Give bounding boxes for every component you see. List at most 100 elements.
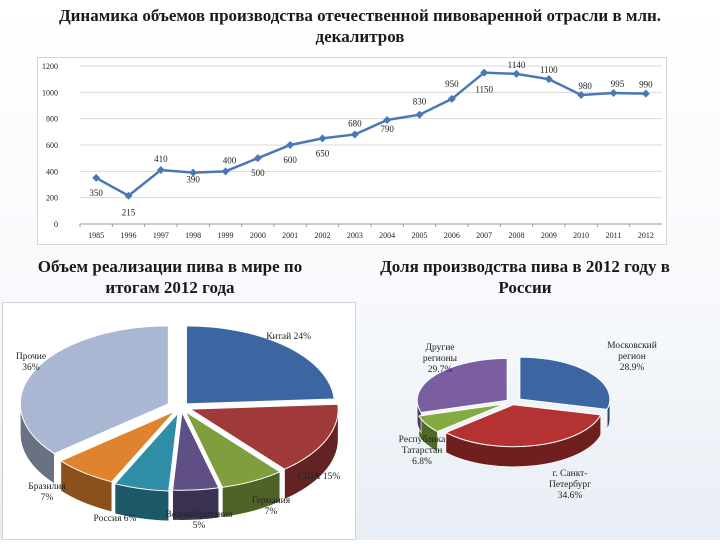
pie-label: Германия 7% [252,496,291,517]
x-tick-label: 1997 [153,231,169,240]
x-tick-label: 2002 [315,231,331,240]
pie-label-text: Россия 6% [94,514,137,524]
pie-label-line: Другие [425,343,454,353]
pie-label-text: Прочие 36% [16,352,46,373]
data-point [318,134,327,143]
line-chart-panel: 0 200 400 600 800 1000 1200 1985 1996 1997 1998 199… [37,57,667,245]
x-tick-label: 2008 [509,231,525,240]
pie-slice [184,410,281,488]
pie-slice [188,403,339,470]
russia-pie-title: Доля производства пива в 2012 году в Рос… [380,257,670,297]
data-label: 410 [154,154,168,164]
x-tick-label: 2012 [638,231,654,240]
data-point [577,90,586,99]
data-point [383,115,392,124]
pie-label-line: 7% [41,493,54,503]
data-label: 1150 [475,85,493,95]
pie-label-line: Петербург [549,479,591,490]
pie-slice [418,403,506,433]
data-label: 680 [348,118,362,128]
pie-label-text: Бразилия 7% [28,482,66,503]
y-tick-label: 0 [54,220,58,229]
data-label: 400 [223,155,237,165]
data-point [641,89,650,98]
data-label: 390 [186,175,200,185]
pie-label-text: США 15% [298,472,341,482]
pie-label-text: Великобритания 5% [166,509,234,531]
russia-pie-panel: Московский регион 28.9% г. Санкт-Петербург 3… [370,318,660,514]
x-tick-label: 1998 [185,231,201,240]
data-point [189,168,198,177]
pie-slice [172,410,220,491]
pie-label: Россия 6% [94,514,137,524]
pie-slice [444,404,602,448]
pie-label-line: Германия [252,496,291,506]
pie-label-line: Великобритания [166,509,234,520]
pie-label: Китай 24% [266,331,311,342]
world-pie-chart: Китай 24%США 15%Германия 7%Великобритания… [16,325,341,531]
data-label: 500 [251,168,265,178]
data-label: 215 [122,208,136,218]
pie-label-text: Московский регион 28.9% [607,340,657,373]
pie-slice [114,411,179,492]
x-tick-label: 1996 [121,231,137,240]
y-tick-label: 600 [46,141,58,150]
data-label: 980 [578,81,592,91]
pie-label-line: Прочие [16,352,46,362]
data-point [350,130,359,139]
data-point [156,166,165,175]
data-point [609,88,618,97]
x-tick-label: 2007 [476,231,492,240]
data-label: 830 [413,97,427,107]
x-tick-label: 2011 [606,231,622,240]
main-chart-title: Динамика объемов производства отечествен… [58,6,662,46]
pie-label: Великобритания 5% [166,509,234,531]
pie-label-line: 36% [22,363,40,373]
pie-label-line: регион [618,352,646,362]
data-label: 790 [380,124,394,134]
x-tick-label: 2009 [541,231,557,240]
pie-label-line: 6.8% [412,457,432,467]
x-tick-label: 2001 [282,231,298,240]
y-tick-label: 200 [46,194,58,203]
y-tick-label: 1200 [42,62,58,71]
data-point [480,68,489,77]
data-point [124,191,133,200]
data-label: 995 [611,79,625,89]
data-label: 600 [283,155,297,165]
x-tick-label: 1999 [218,231,234,240]
x-tick-label: 2004 [379,231,395,240]
pie-label-line: г. Санкт- [552,469,587,479]
data-label: 1140 [508,60,526,70]
data-point [221,167,230,176]
pie-label-line: 28.9% [620,363,645,373]
data-point [286,141,295,149]
data-label: 650 [316,148,330,158]
pie-label-line: регионы [423,354,458,364]
x-tick-label: 2006 [444,231,460,240]
data-label: 950 [445,79,459,89]
pie-label-line: Бразилия [28,482,66,492]
pie-slice [519,356,611,410]
pie-label-text: Германия 7% [252,496,291,517]
x-tick-label: 2003 [347,231,363,240]
data-point [253,154,262,163]
pie-label-line: 34.6% [558,491,583,501]
x-tick-label: 2010 [573,231,589,240]
pie-label-line: Татарстан [402,446,443,456]
pie-slice [416,357,508,414]
pie-label-line: 5% [193,521,206,531]
data-point [415,110,424,119]
y-tick-label: 400 [46,167,58,176]
data-label: 990 [639,80,653,90]
data-point [92,173,101,182]
pie-slice [185,325,335,405]
series-line [95,71,646,198]
data-point [512,69,521,78]
x-tick-label: 2000 [250,231,266,240]
world-pie-title: Объем реализации пива в мире по итогам 2… [37,257,303,297]
pie-label-line: 29.7% [428,365,453,375]
y-tick-label: 1000 [42,88,58,97]
pie-slice [59,410,176,483]
data-label: 1100 [540,65,558,75]
